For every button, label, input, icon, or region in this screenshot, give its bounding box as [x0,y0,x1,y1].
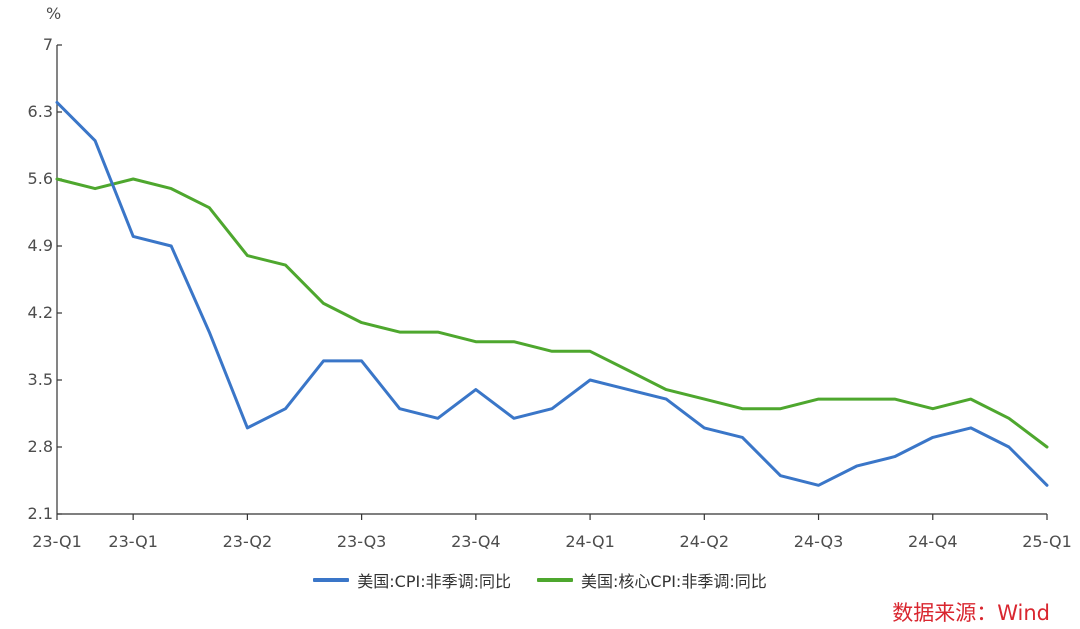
x-tick-label: 25-Q1 [1022,532,1072,551]
legend-item-core-cpi: 美国:核心CPI:非季调:同比 [537,568,767,592]
x-tick-label: 24-Q2 [680,532,730,551]
legend-label-core-cpi: 美国:核心CPI:非季调:同比 [581,572,767,591]
x-tick-label: 23-Q2 [223,532,273,551]
y-tick-label: 5.6 [28,169,53,188]
source-note: 数据来源：Wind [892,601,1050,625]
legend: 美国:CPI:非季调:同比 美国:核心CPI:非季调:同比 [0,568,1080,592]
y-tick-label: 6.3 [28,102,53,121]
x-tick-label: 24-Q3 [794,532,844,551]
x-tick-label: 23-Q3 [337,532,387,551]
legend-item-cpi: 美国:CPI:非季调:同比 [313,568,511,592]
x-ticks: 23-Q1 23-Q1 23-Q2 23-Q3 23-Q4 24-Q1 24-Q2 24-Q3… [32,514,1072,551]
series-line-core-cpi [55,177,1049,449]
y-tick-label: 2.1 [28,504,53,523]
legend-swatch-core-cpi [537,578,573,582]
y-ticks: 2.1 2.8 3.5 4.2 4.9 5.6 6.3 7 [28,35,62,523]
y-tick-label: 2.8 [28,437,53,456]
axes: 2.12.83.54.24.95.66.37 23-Q1 23-Q1 23-Q2 23… [28,35,1072,551]
x-tick-label: 23-Q1 [32,532,82,551]
y-axis-unit-label: % [46,4,61,23]
x-tick-label: 23-Q1 [108,532,158,551]
series-group [55,100,1049,487]
y-tick-label: 4.2 [28,303,53,322]
series-line-cpi [55,100,1049,487]
legend-label-cpi: 美国:CPI:非季调:同比 [357,572,511,591]
x-tick-label: 23-Q4 [451,532,501,551]
x-tick-label: 24-Q1 [565,532,615,551]
legend-swatch-cpi [313,578,350,582]
y-tick-label: 4.9 [28,236,53,255]
y-tick-label: 7 [43,35,53,54]
y-tick-label: 3.5 [28,370,53,389]
x-tick-label: 24-Q4 [908,532,958,551]
